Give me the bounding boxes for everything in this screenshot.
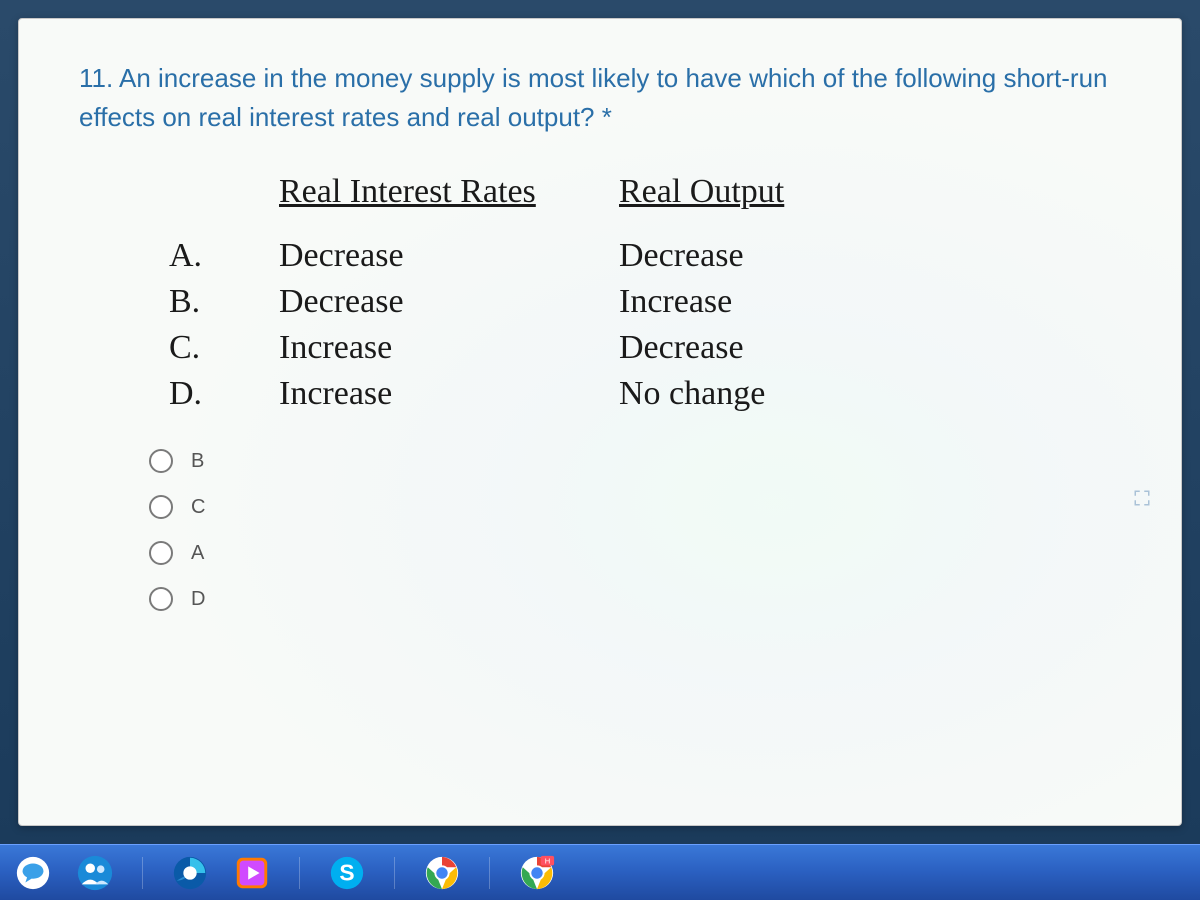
taskbar: S H bbox=[0, 844, 1200, 900]
taskbar-divider bbox=[489, 857, 490, 889]
media-player-icon[interactable] bbox=[233, 854, 271, 892]
option-label: C bbox=[191, 496, 205, 519]
chrome-browser-alt-icon[interactable]: H bbox=[518, 854, 556, 892]
table-cell: Increase bbox=[279, 375, 619, 413]
expand-icon[interactable] bbox=[1133, 489, 1151, 507]
svg-text:H: H bbox=[545, 856, 550, 865]
answer-table: Real Interest Rates Real Output A. Decre… bbox=[79, 173, 1121, 413]
radio-options: B C A D bbox=[79, 449, 1121, 611]
table-row-label: C. bbox=[169, 329, 279, 367]
option-a[interactable]: A bbox=[149, 541, 204, 565]
option-b[interactable]: B bbox=[149, 449, 204, 473]
radio-icon bbox=[149, 587, 173, 611]
radio-icon bbox=[149, 495, 173, 519]
table-header-interest-rates: Real Interest Rates bbox=[279, 173, 619, 229]
table-row-label: D. bbox=[169, 375, 279, 413]
question-text: 11. An increase in the money supply is m… bbox=[79, 59, 1121, 137]
table-header-real-output: Real Output bbox=[619, 173, 899, 229]
table-cell: Increase bbox=[619, 283, 899, 321]
radio-icon bbox=[149, 449, 173, 473]
option-d[interactable]: D bbox=[149, 587, 205, 611]
table-cell: Decrease bbox=[279, 237, 619, 275]
chat-icon[interactable] bbox=[14, 854, 52, 892]
svg-text:S: S bbox=[339, 859, 354, 885]
taskbar-divider bbox=[142, 857, 143, 889]
table-cell: Decrease bbox=[619, 237, 899, 275]
edge-browser-icon[interactable] bbox=[171, 854, 209, 892]
skype-icon[interactable]: S bbox=[328, 854, 366, 892]
taskbar-divider bbox=[299, 857, 300, 889]
option-label: B bbox=[191, 450, 204, 473]
table-cell: Decrease bbox=[279, 283, 619, 321]
option-c[interactable]: C bbox=[149, 495, 205, 519]
radio-icon bbox=[149, 541, 173, 565]
table-row-label: B. bbox=[169, 283, 279, 321]
question-card: 11. An increase in the money supply is m… bbox=[18, 18, 1182, 826]
taskbar-divider bbox=[394, 857, 395, 889]
monitor-frame: 11. An increase in the money supply is m… bbox=[0, 0, 1200, 900]
people-icon[interactable] bbox=[76, 854, 114, 892]
table-row-label: A. bbox=[169, 237, 279, 275]
option-label: A bbox=[191, 542, 204, 565]
chrome-browser-icon[interactable] bbox=[423, 854, 461, 892]
table-cell: No change bbox=[619, 375, 899, 413]
table-cell: Decrease bbox=[619, 329, 899, 367]
option-label: D bbox=[191, 588, 205, 611]
table-cell: Increase bbox=[279, 329, 619, 367]
